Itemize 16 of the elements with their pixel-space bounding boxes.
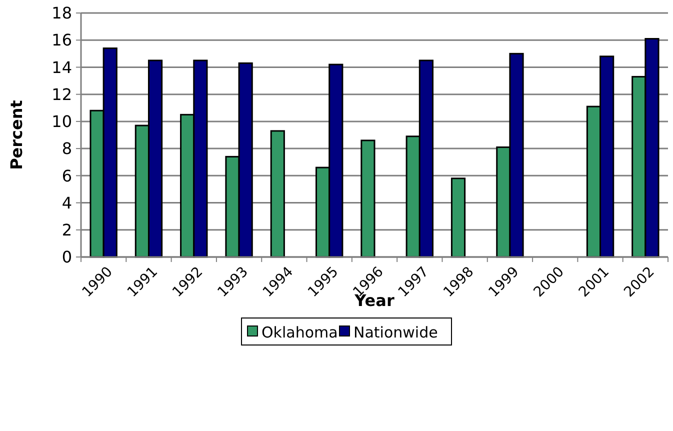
y-tick-label: 2	[62, 220, 72, 240]
y-tick-label: 14	[52, 58, 72, 77]
legend-label: Nationwide	[354, 323, 438, 342]
y-tick-label: 6	[62, 166, 72, 186]
y-axis-title: Percent	[7, 100, 26, 170]
y-tick-label: 18	[52, 4, 72, 23]
y-tick-label: 16	[52, 30, 72, 50]
bar	[450, 178, 466, 258]
y-tick-label: 12	[52, 84, 72, 104]
y-tick-label: 8	[62, 139, 72, 158]
y-tick-label: 4	[62, 193, 72, 212]
y-tick-label: 10	[52, 112, 72, 132]
bar	[360, 140, 376, 258]
y-tick-label: 0	[62, 248, 72, 267]
bar	[270, 130, 285, 258]
legend-label: Oklahoma	[262, 323, 338, 342]
